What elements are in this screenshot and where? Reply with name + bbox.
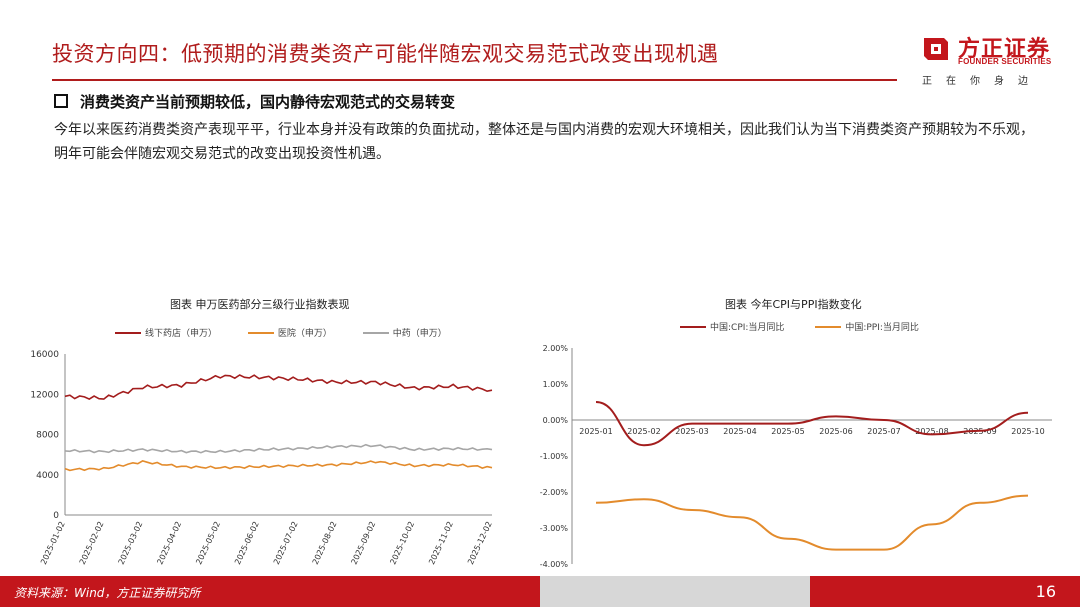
founder-logo-icon xyxy=(924,38,948,60)
legend-label: 中国:CPI:当月同比 xyxy=(710,323,785,333)
x-tick-label: 2025-02-02 xyxy=(78,520,106,566)
x-tick-label: 2025-08 xyxy=(915,427,948,436)
y-tick-label: -4.00% xyxy=(540,560,569,569)
x-tick-label: 2025-04 xyxy=(723,427,756,436)
x-tick-label: 2025-05 xyxy=(771,427,804,436)
x-tick-label: 2025-07 xyxy=(867,427,900,436)
section-heading-text: 消费类资产当前预期较低，国内静待宏观范式的交易转变 xyxy=(80,93,456,111)
chart1-plot: 0 4000 8000 12000 16000 2025-01-02 2025-02-02 2… xyxy=(30,350,494,566)
legend-swatch xyxy=(815,325,842,328)
page-title: 投资方向四：低预期的消费类资产可能伴随宏观交易范式改变出现机遇 xyxy=(52,42,719,66)
x-tick-label: 2025-05-02 xyxy=(194,520,222,566)
y-tick-label: 12000 xyxy=(30,390,59,400)
y-tick-label: 1.00% xyxy=(543,380,569,389)
series-line-1 xyxy=(595,494,1029,551)
chart2-legend: 中国:CPI:当月同比 中国:PPI:当月同比 xyxy=(680,320,947,333)
y-tick-label: 0 xyxy=(53,511,59,521)
legend-label: 医院（申万） xyxy=(277,329,332,339)
logo-chinese-name: 方正证券 xyxy=(958,37,1051,62)
chart2-legend-item: 中国:CPI:当月同比 xyxy=(680,320,784,333)
x-tick-label: 2025-01 xyxy=(579,427,612,436)
x-tick-label: 2025-03 xyxy=(675,427,708,436)
x-tick-label: 2025-03-02 xyxy=(117,520,145,566)
legend-swatch xyxy=(680,325,706,328)
logo-english-name: FOUNDER SECURITIES xyxy=(958,57,1052,66)
series-line-0 xyxy=(64,374,493,401)
y-tick-label: -3.00% xyxy=(540,524,569,533)
x-tick-label: 2025-04-02 xyxy=(155,520,183,566)
y-tick-label: 8000 xyxy=(36,431,59,441)
footer-bar: 资料来源：Wind，方正证券研究所 16 xyxy=(0,576,1080,607)
chart1-title: 图表 申万医药部分三级行业指数表现 xyxy=(170,298,350,311)
chart2-title: 图表 今年CPI与PPI指数变化 xyxy=(725,298,862,311)
y-tick-label: 4000 xyxy=(36,471,59,481)
x-tick-label: 2025-01-02 xyxy=(39,520,67,566)
x-tick-label: 2025-07-02 xyxy=(272,520,300,566)
y-tick-label: -2.00% xyxy=(540,488,569,497)
section-heading: 消费类资产当前预期较低，国内静待宏观范式的交易转变 xyxy=(54,91,455,112)
chart1-legend-item: 医院（申万） xyxy=(247,326,332,339)
legend-swatch xyxy=(362,331,389,334)
x-tick-label: 2025-02 xyxy=(627,427,660,436)
title-divider xyxy=(52,79,897,81)
series-line-2 xyxy=(64,443,493,454)
y-tick-label: 0.00% xyxy=(543,416,569,425)
x-tick-label: 2025-12-02 xyxy=(466,520,494,566)
x-tick-label: 2025-06 xyxy=(819,427,852,436)
chart1-legend-item: 中药（申万） xyxy=(362,326,447,339)
y-tick-label: 16000 xyxy=(30,350,59,360)
body-paragraph: 今年以来医药消费类资产表现平平，行业本身并没有政策的负面扰动，整体还是与国内消费… xyxy=(54,122,1034,162)
legend-label: 中国:PPI:当月同比 xyxy=(845,323,919,333)
company-logo: 方正证券 FOUNDER SECURITIES 正在你身边 xyxy=(920,30,1060,90)
logo-slogan: 正在你身边 xyxy=(922,76,1042,87)
x-tick-label: 2025-10 xyxy=(1011,427,1044,436)
bullet-square-icon xyxy=(54,94,68,108)
chart1-legend: 线下药店（申万） 医院（申万） 中药（申万） xyxy=(115,326,475,339)
legend-swatch xyxy=(115,331,141,334)
chart2-plot: 2.00% 1.00% 0.00% -1.00% -2.00% -3.00% -4.00% 2… xyxy=(540,344,1052,569)
series-line-0 xyxy=(595,401,1029,447)
legend-swatch xyxy=(247,331,274,334)
legend-label: 线下药店（申万） xyxy=(145,329,218,339)
x-tick-label: 2025-08-02 xyxy=(311,520,339,566)
y-tick-label: 2.00% xyxy=(543,344,569,353)
chart2-legend-item: 中国:PPI:当月同比 xyxy=(815,320,919,333)
chart1-legend-item: 线下药店（申万） xyxy=(115,326,217,339)
x-tick-label: 2025-06-02 xyxy=(233,520,261,566)
x-tick-label: 2025-11-02 xyxy=(427,520,455,566)
source-note: 资料来源：Wind，方正证券研究所 xyxy=(14,586,201,600)
series-line-1 xyxy=(64,460,493,472)
page-number: 16 xyxy=(1035,582,1056,601)
y-tick-label: -1.00% xyxy=(540,452,569,461)
x-tick-label: 2025-10-02 xyxy=(388,520,416,566)
legend-label: 中药（申万） xyxy=(392,329,447,339)
x-tick-label: 2025-09-02 xyxy=(350,520,378,566)
